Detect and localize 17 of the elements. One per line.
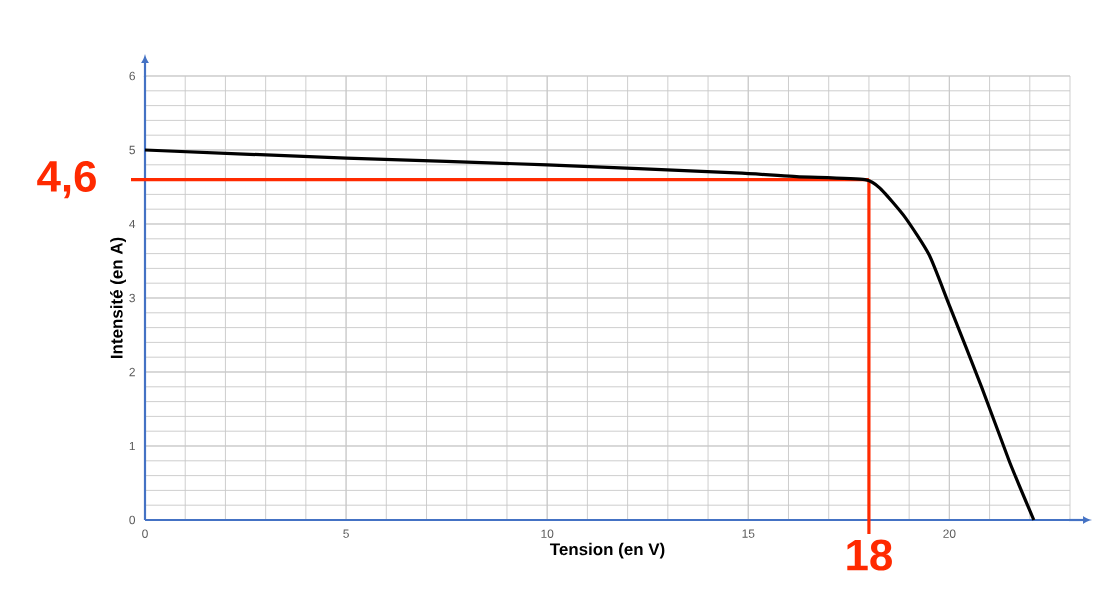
y-axis-title: Intensité (en A): [110, 237, 126, 359]
x-tick-label: 0: [142, 529, 148, 538]
x-tick-label: 10: [541, 529, 554, 538]
y-tick-label: 6: [129, 71, 135, 81]
x-tick-label: 5: [343, 529, 349, 538]
x-axis-title: Tension (en V): [549, 542, 665, 559]
y-tick-label: 0: [129, 515, 136, 525]
y-tick-label: 4: [129, 219, 136, 229]
y-tick-label: 1: [129, 441, 135, 451]
x-tick-label: 20: [943, 529, 956, 538]
line-series: [143, 148, 1036, 522]
y-tick-label: 2: [129, 367, 135, 377]
x-tick-label: 15: [742, 529, 755, 538]
ref-line-label: 18: [847, 539, 892, 571]
y-tick-label: 5: [129, 145, 135, 155]
ref-line-label: 4,6: [37, 160, 96, 199]
y-tick-label: 3: [129, 293, 135, 303]
